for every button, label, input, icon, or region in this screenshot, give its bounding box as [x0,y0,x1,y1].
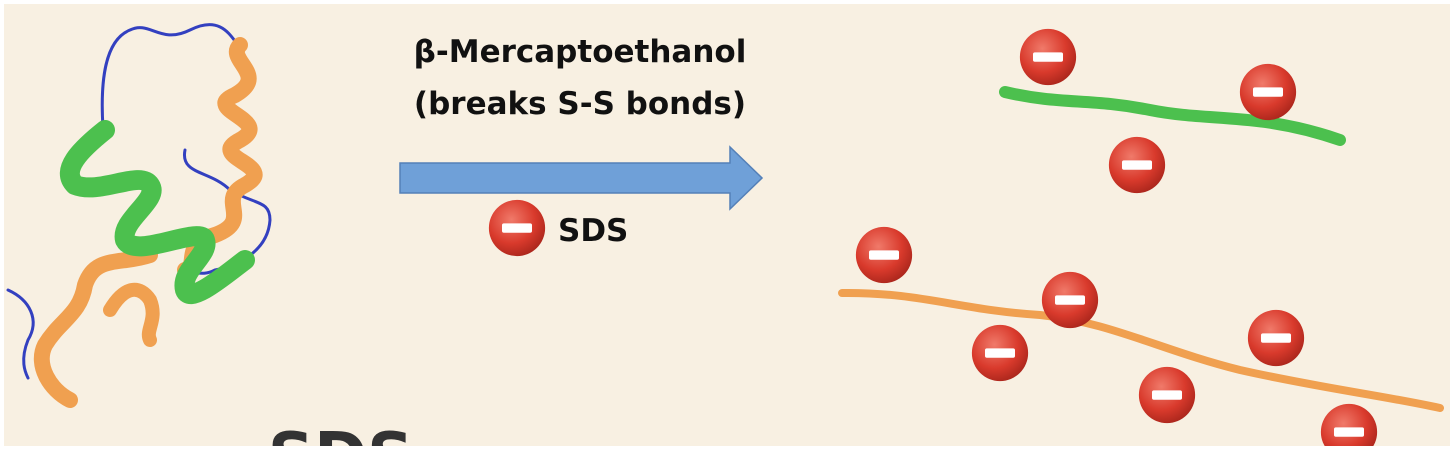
charge [1108,136,1166,194]
footer-text: SDS [268,420,413,450]
charge [1138,366,1196,424]
orange-strand [838,288,1444,412]
green-strand [999,86,1346,146]
charge [971,324,1029,382]
charge [1019,28,1077,86]
sds-charge-icon [488,199,546,257]
charge [1041,271,1099,329]
bottom-border [0,446,1454,450]
reaction-arrow [399,145,764,211]
charge [855,226,913,284]
effect-label: (breaks S-S bonds) [414,86,746,122]
charge [1239,63,1297,121]
sds-legend-label: SDS [558,213,628,249]
charge [1247,309,1305,367]
reagent-label: β-Mercaptoethanol [414,34,747,70]
folded-protein [6,23,272,408]
